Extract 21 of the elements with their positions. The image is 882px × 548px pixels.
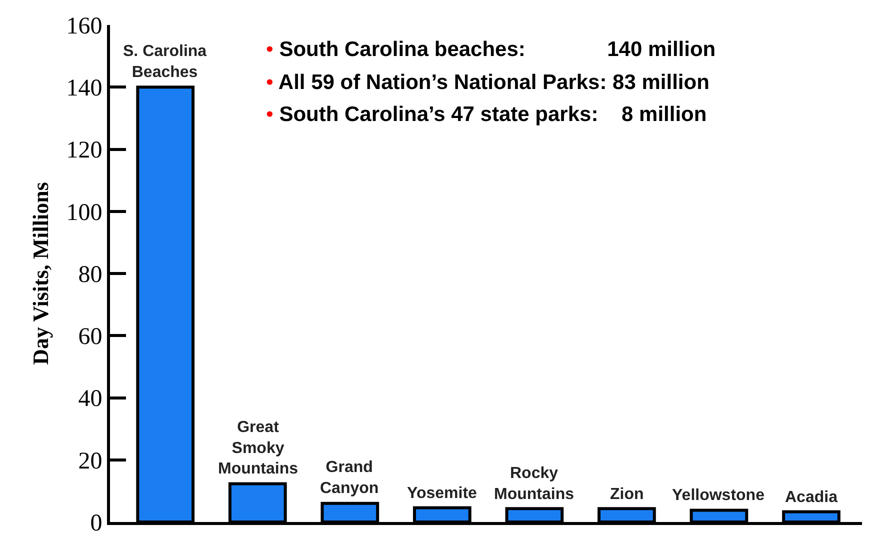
x-tick-label: Great Smoky Mountains	[218, 419, 298, 478]
annotation: • South Carolina’s 47 state parks: 8 million	[266, 103, 707, 126]
annotation: • All 59 of Nation’s National Parks: 83 million	[266, 71, 710, 94]
y-tick-label: 140	[66, 76, 102, 102]
y-tick-label: 120	[66, 138, 102, 164]
annotation: • South Carolina beaches: 140 million	[266, 38, 716, 61]
y-tick-label: 20	[78, 448, 102, 474]
x-tick-label: Grand Canyon	[320, 459, 379, 497]
x-tick-label: S. Carolina Beaches	[123, 43, 207, 81]
y-tick-label: 100	[66, 200, 102, 226]
y-tick-label: 40	[78, 386, 102, 412]
x-tick-label: Yellowstone	[672, 487, 765, 504]
x-tick-label: Rocky Mountains	[494, 465, 574, 503]
x-tick-label: Acadia	[785, 489, 838, 506]
y-tick-label: 160	[66, 13, 102, 40]
x-tick-label: Yosemite	[407, 485, 478, 502]
y-tick-label: 80	[78, 262, 102, 288]
y-tick-label: 0	[90, 510, 102, 536]
y-tick-label: 60	[78, 324, 102, 350]
x-tick-label: Zion	[610, 486, 644, 503]
y-axis-title: Day Visits, Millions	[28, 182, 53, 365]
